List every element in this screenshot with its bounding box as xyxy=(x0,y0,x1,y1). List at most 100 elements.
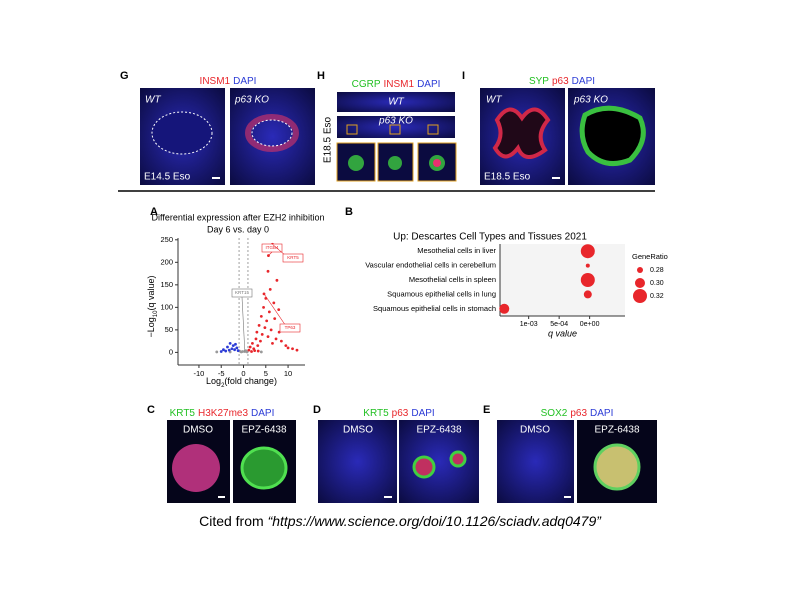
epithelium xyxy=(579,105,646,167)
y-tick-label: 0 xyxy=(169,347,173,356)
stain-label: DAPI xyxy=(233,76,256,87)
scale-bar xyxy=(212,177,220,179)
dot xyxy=(580,273,595,287)
category-label: Squamous epithelial cells in stomach xyxy=(373,304,496,313)
organoid xyxy=(593,443,641,491)
axis-title: Log2(fold change) xyxy=(206,376,277,388)
panel-label: G xyxy=(120,70,129,82)
dot xyxy=(499,303,510,314)
legend-label: 0.30 xyxy=(650,280,664,287)
data-point xyxy=(271,341,274,345)
panel-h: H CGRP INSM1 DAPI WT p63 KO E18.5 Eso xyxy=(317,70,457,182)
axis-title-part: (q value) xyxy=(146,276,156,311)
stain-label: DAPI xyxy=(411,408,434,419)
stain-title: CGRP INSM1 DAPI xyxy=(352,79,441,90)
x-tick-label: 1e-03 xyxy=(520,321,538,328)
data-point xyxy=(231,344,235,348)
data-point xyxy=(234,342,237,346)
category-label: Mesothelial cells in liver xyxy=(417,246,496,255)
legend-label: 0.32 xyxy=(650,293,664,300)
caption: E18.5 Eso xyxy=(484,172,531,183)
data-point xyxy=(295,348,299,352)
caption: p63 KO xyxy=(573,95,608,106)
panel-label: H xyxy=(317,70,325,82)
data-point xyxy=(279,339,283,343)
data-point xyxy=(259,339,262,343)
stain-label: KRT5 xyxy=(363,408,389,419)
annotation: KRT15 xyxy=(235,290,249,295)
panel-label: A xyxy=(150,206,158,218)
data-point xyxy=(253,349,257,352)
stain-label: CGRP xyxy=(352,79,381,90)
outline xyxy=(151,111,213,155)
stain-label: p63 xyxy=(392,408,409,419)
label-box xyxy=(231,288,253,298)
organoid xyxy=(449,450,467,468)
stain-title: KRT5 H3K27me3 DAPI xyxy=(170,408,275,419)
stain-label: p63 xyxy=(552,76,569,87)
caption: E14.5 Eso xyxy=(144,172,191,183)
stain-label: SYP xyxy=(529,76,549,87)
legend-label: 0.28 xyxy=(650,267,664,274)
organoid xyxy=(172,444,220,492)
stain-title: SOX2 p63 DAPI xyxy=(541,408,614,419)
annotation: ITGB4 xyxy=(265,245,279,250)
outline xyxy=(251,119,293,147)
category-label: Mesothelial cells in spleen xyxy=(409,275,496,284)
stain-label: KRT5 xyxy=(170,408,196,419)
data-point xyxy=(259,350,263,354)
caption: WT xyxy=(388,97,404,108)
data-point xyxy=(262,305,265,309)
stain-title: KRT5 p63 DAPI xyxy=(363,408,434,419)
data-point xyxy=(266,335,270,339)
organoid xyxy=(412,455,436,479)
panel-label: D xyxy=(313,404,321,416)
legend-dot xyxy=(637,267,643,273)
stain-label: DAPI xyxy=(417,79,440,90)
cell xyxy=(348,155,364,171)
axis-title-part: −Log xyxy=(146,317,156,337)
panel-label: I xyxy=(462,70,465,82)
data-point xyxy=(286,346,290,350)
data-point xyxy=(250,350,253,353)
x-tick-label: 5e-04 xyxy=(550,321,568,328)
data-point xyxy=(251,341,254,345)
x-tick-label: 0 xyxy=(241,369,245,378)
organoid xyxy=(240,446,288,490)
leader-line xyxy=(268,251,273,256)
data-point xyxy=(269,328,273,332)
panel-label: C xyxy=(147,404,155,416)
micrograph xyxy=(497,420,574,503)
panel-g: G INSM1 DAPI WT p63 KO E14.5 Eso xyxy=(120,70,315,185)
inset-box xyxy=(346,124,358,135)
data-point xyxy=(266,269,270,273)
data-point xyxy=(274,337,278,341)
caption: EPZ-6438 xyxy=(241,425,286,436)
stain-title: INSM1 DAPI xyxy=(200,76,257,87)
leader-line xyxy=(241,296,246,352)
caption: EPZ-6438 xyxy=(416,425,461,436)
axis-title: q value xyxy=(548,328,577,338)
stain-label: H3K27me3 xyxy=(198,408,248,419)
x-tick-label: -10 xyxy=(194,369,205,378)
stain-label: INSM1 xyxy=(384,79,415,90)
chart-subtitle: Day 6 vs. day 0 xyxy=(207,224,269,234)
x-tick-label: -5 xyxy=(218,369,225,378)
legend-dot xyxy=(635,278,645,288)
dot xyxy=(580,244,595,259)
legend-title: GeneRatio xyxy=(632,252,668,261)
chart-title: Differential expression after EZH2 inhib… xyxy=(152,212,325,222)
caption: DMSO xyxy=(343,425,373,436)
data-point xyxy=(277,308,281,312)
data-point xyxy=(259,314,263,318)
data-point xyxy=(256,349,260,353)
data-point xyxy=(272,301,276,305)
stain-label: INSM1 xyxy=(200,76,231,87)
micrograph xyxy=(337,116,455,138)
panel-label: B xyxy=(345,206,353,218)
label-box xyxy=(261,243,283,253)
citation-source: “https://www.science.org/doi/10.1126/sci… xyxy=(268,513,603,529)
data-point xyxy=(235,346,239,350)
